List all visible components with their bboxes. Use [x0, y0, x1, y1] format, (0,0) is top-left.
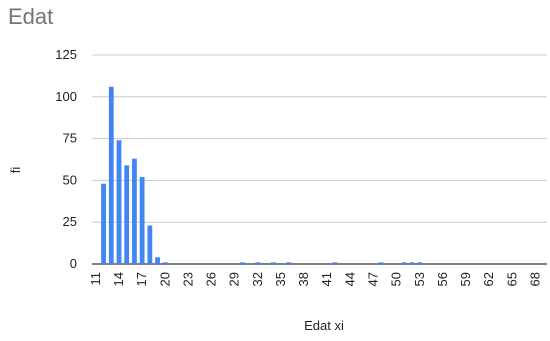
- y-tick-label: 50: [63, 172, 77, 187]
- bar: [124, 165, 130, 264]
- x-tick-label: 38: [296, 272, 311, 286]
- bar: [108, 86, 114, 264]
- bar: [116, 140, 122, 264]
- x-axis-title: Edat xi: [304, 318, 344, 333]
- x-tick-label: 11: [88, 272, 103, 286]
- x-tick-label: 56: [435, 272, 450, 286]
- x-tick-label: 41: [319, 272, 334, 286]
- x-tick-label: 44: [342, 272, 357, 286]
- x-tick-label: 50: [389, 272, 404, 286]
- x-tick-label: 17: [134, 272, 149, 286]
- x-tick-label: 59: [458, 272, 473, 286]
- bar: [270, 262, 276, 264]
- bars: [101, 86, 423, 264]
- bar: [378, 262, 384, 264]
- x-axis-ticks: 11 14 17 20 23 26 29 32 35 38 41 44 47 50 53 56 59 62 65 68: [88, 272, 543, 286]
- x-tick-label: 23: [180, 272, 195, 286]
- x-tick-label: 26: [204, 272, 219, 286]
- chart-title: Edat: [8, 4, 54, 29]
- bar: [147, 225, 153, 264]
- y-tick-label: 0: [70, 256, 77, 271]
- bar: [255, 262, 261, 264]
- x-tick-label: 62: [481, 272, 496, 286]
- bar: [409, 262, 415, 264]
- x-tick-label: 35: [273, 272, 288, 286]
- y-tick-label: 75: [63, 131, 77, 146]
- bar: [286, 262, 292, 264]
- x-tick-label: 20: [157, 272, 172, 286]
- y-tick-label: 100: [55, 89, 77, 104]
- y-tick-label: 125: [55, 47, 77, 62]
- y-axis-title: fi: [8, 167, 23, 174]
- x-tick-label: 47: [365, 272, 380, 286]
- y-tick-label: 25: [63, 214, 77, 229]
- bar: [155, 257, 160, 264]
- x-tick-label: 68: [527, 272, 542, 286]
- x-tick-label: 32: [250, 272, 265, 286]
- bar: [417, 262, 423, 264]
- x-tick-label: 14: [111, 272, 126, 286]
- x-tick-label: 29: [227, 272, 242, 286]
- gridlines: [92, 54, 547, 265]
- bar: [101, 183, 106, 264]
- bar: [162, 262, 168, 264]
- bar: [132, 158, 137, 264]
- y-axis-ticks: 0 25 50 75 100 125: [55, 47, 77, 271]
- x-tick-label: 65: [504, 272, 519, 286]
- bar: [332, 262, 338, 264]
- x-tick-label: 53: [412, 272, 427, 286]
- bar: [401, 262, 407, 264]
- bar: [239, 262, 245, 264]
- bar: [139, 177, 145, 264]
